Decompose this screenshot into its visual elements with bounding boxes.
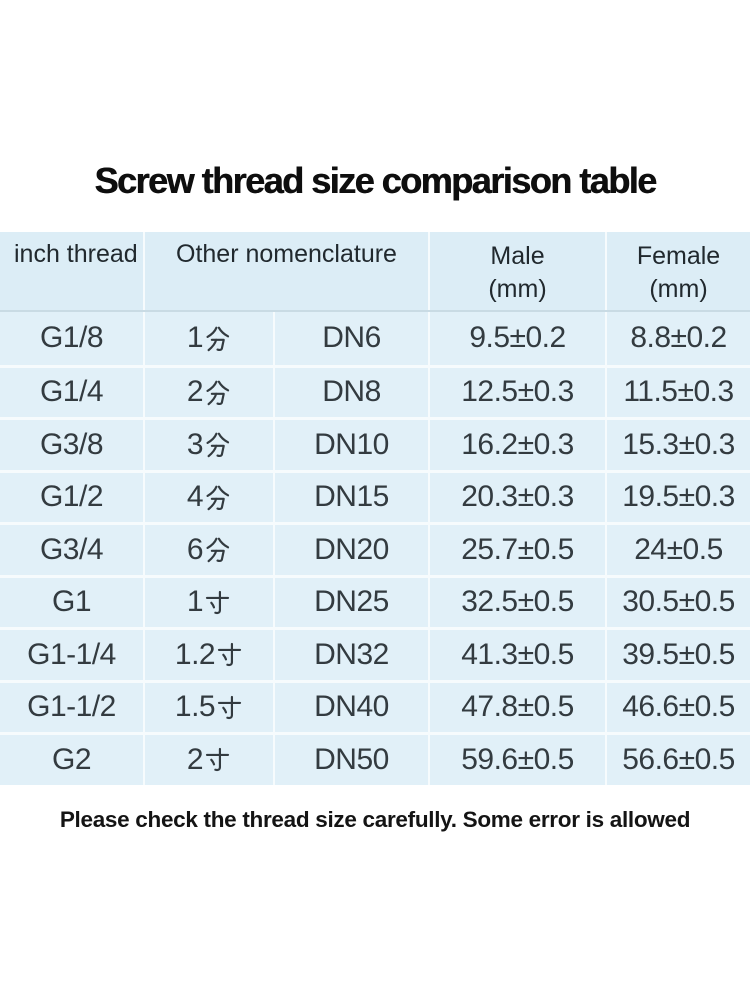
header-male-label: Male [490, 242, 545, 270]
table-row: G3/8 3 DN10 16.2±0.3 15.3±0.3 [0, 417, 750, 470]
cell-male-mm: 16.2±0.3 [428, 420, 605, 470]
cell-female-mm: 39.5±0.5 [605, 630, 750, 680]
cell-male-mm: 59.6±0.5 [428, 735, 605, 785]
cell-male-mm: 25.7±0.5 [428, 525, 605, 575]
cell-inch-thread: G1 [51, 585, 92, 619]
cell-inch-thread: G2 [51, 742, 92, 776]
cjk-char-fen [206, 485, 230, 510]
cell-text: 2 [186, 742, 204, 776]
cell-inch-thread: G1/4 [39, 375, 104, 409]
cell-male-mm: 9.5±0.2 [428, 312, 605, 365]
cell-dn: DN32 [273, 630, 428, 680]
cell-inch-thread: G1/2 [39, 480, 104, 514]
cell-other-name: 3 [143, 420, 273, 470]
cell-female-mm: 11.5±0.3 [605, 367, 750, 417]
cell-male-mm: 20.3±0.3 [428, 472, 605, 522]
cell-female-mm: 46.6±0.5 [605, 682, 750, 732]
table-row: G1 1 DN25 32.5±0.5 30.5±0.5 [0, 574, 750, 627]
header-female-label: Female [636, 242, 721, 270]
cell-other-name: 4 [143, 472, 273, 522]
header-female-mm: Female (mm) [605, 232, 750, 310]
header-female-unit: (mm) [649, 275, 708, 303]
table-row: G1/4 2 DN8 12.5±0.3 11.5±0.3 [0, 364, 750, 417]
table-header-row: inch thread Other nomenclature Male (mm)… [0, 232, 750, 312]
cell-text: 1.5 [174, 690, 216, 724]
table-row: G1-1/2 1.5 DN40 47.8±0.5 46.6±0.5 [0, 679, 750, 732]
cjk-char-fen [206, 380, 230, 405]
cell-text: 4 [186, 480, 204, 514]
cell-dn: DN8 [273, 367, 428, 417]
footnote: Please check the thread size carefully. … [59, 807, 691, 832]
cell-female-mm: 19.5±0.3 [605, 472, 750, 522]
header-male-mm: Male (mm) [428, 232, 605, 310]
cell-inch-thread: G1-1/2 [27, 690, 116, 724]
cell-other-name: 2 [143, 735, 273, 785]
cjk-char-fen [206, 432, 230, 458]
cell-other-name: 1 [143, 577, 273, 627]
cell-dn: DN40 [273, 682, 428, 732]
cell-text: 2 [186, 375, 204, 409]
cell-text: 1 [186, 321, 204, 355]
cell-male-mm: 32.5±0.5 [428, 577, 605, 627]
table-row: G1/2 4 DN15 20.3±0.3 19.5±0.3 [0, 469, 750, 522]
cjk-char-cun [205, 748, 230, 772]
cell-dn: DN50 [273, 735, 428, 785]
cell-male-mm: 12.5±0.3 [428, 367, 605, 417]
cell-female-mm: 15.3±0.3 [605, 420, 750, 470]
header-male-unit: (mm) [488, 275, 547, 303]
cell-text: 1.2 [174, 637, 216, 671]
header-inch-thread: inch thread [14, 240, 138, 268]
cell-female-mm: 30.5±0.5 [605, 577, 750, 627]
cjk-char-cun [217, 643, 242, 667]
cell-inch-thread: G3/8 [39, 427, 104, 461]
cell-text: 3 [186, 427, 204, 461]
thread-size-table: inch thread Other nomenclature Male (mm)… [0, 232, 750, 785]
table-row: G1/8 1 DN6 9.5±0.2 8.8±0.2 [0, 312, 750, 365]
cell-inch-thread: G3/4 [39, 532, 104, 566]
cell-other-name: 2 [143, 367, 273, 417]
cell-dn: DN20 [273, 525, 428, 575]
cell-other-name: 6 [143, 525, 273, 575]
cell-inch-thread: G1/8 [39, 321, 104, 355]
cell-inch-thread: G1-1/4 [27, 637, 116, 671]
cell-female-mm: 56.6±0.5 [605, 735, 750, 785]
cell-dn: DN6 [273, 312, 428, 365]
cell-other-name: 1.2 [143, 630, 273, 680]
table-row: G3/4 6 DN20 25.7±0.5 24±0.5 [0, 522, 750, 575]
cjk-char-fen [206, 326, 230, 351]
cjk-char-fen [206, 537, 230, 563]
cell-male-mm: 47.8±0.5 [428, 682, 605, 732]
cell-other-name: 1.5 [143, 682, 273, 732]
cjk-char-cun [205, 590, 230, 614]
cell-dn: DN15 [273, 472, 428, 522]
cell-male-mm: 41.3±0.5 [428, 630, 605, 680]
cjk-char-cun [217, 695, 242, 719]
table-body: G1/8 1 DN6 9.5±0.2 8.8±0.2 G1/4 2 DN8 12.5±0.3 11… [0, 312, 750, 785]
page-title: Screw thread size comparison table [94, 160, 657, 201]
table-row: G1-1/4 1.2 DN32 41.3±0.5 39.5±0.5 [0, 627, 750, 680]
cell-female-mm: 8.8±0.2 [605, 312, 750, 365]
cell-dn: DN10 [273, 420, 428, 470]
cell-female-mm: 24±0.5 [605, 525, 750, 575]
cell-other-name: 1 [143, 312, 273, 365]
cell-text: 6 [186, 532, 204, 566]
cell-text: 1 [186, 585, 204, 619]
header-other-nomenclature: Other nomenclature [143, 232, 428, 310]
cell-dn: DN25 [273, 577, 428, 627]
table-row: G2 2 DN50 59.6±0.5 56.6±0.5 [0, 732, 750, 785]
